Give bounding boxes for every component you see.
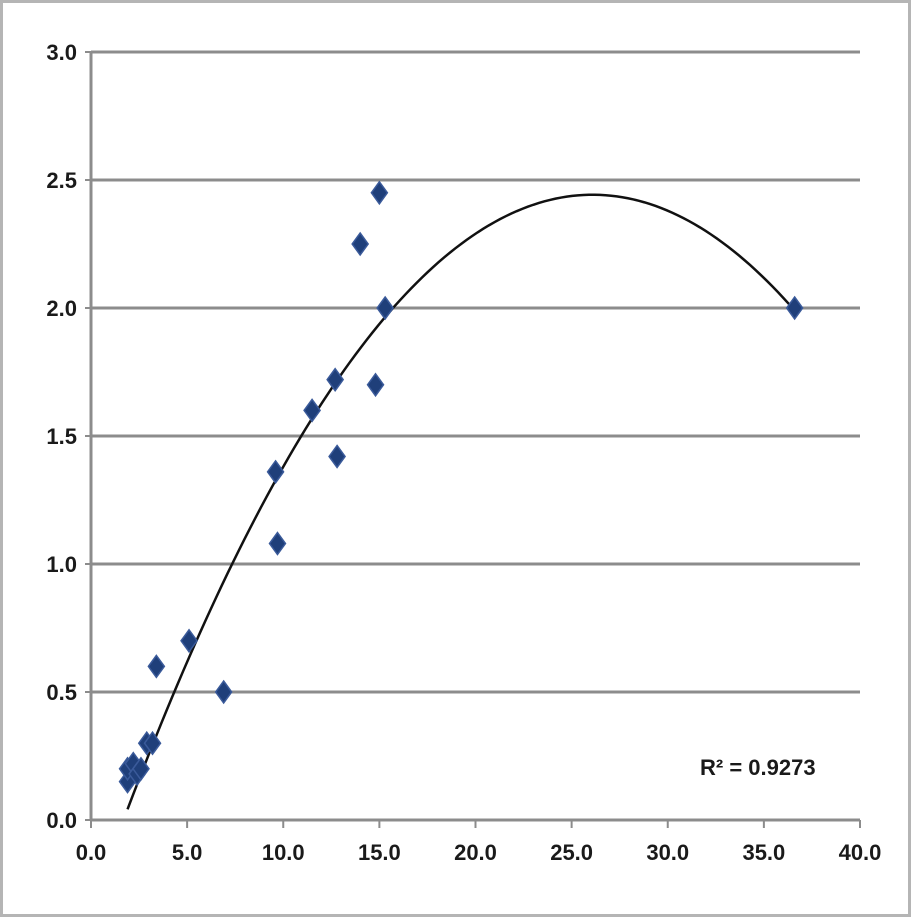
- gridlines: [91, 50, 860, 694]
- polynomial-trendline: [126, 193, 796, 810]
- data-point-9: [214, 679, 233, 705]
- x-tick-label: 0.0: [76, 840, 107, 865]
- y-tick-label: 1.5: [46, 424, 77, 449]
- data-point-13: [326, 367, 345, 392]
- x-tick-label: 10.0: [262, 840, 305, 865]
- data-points: [118, 180, 804, 794]
- y-tick-label: 1.0: [46, 552, 77, 577]
- y-tick-label: 2.0: [46, 296, 77, 321]
- r-squared-label: R² = 0.9273: [700, 755, 816, 780]
- x-tick-label: 20.0: [454, 840, 497, 865]
- data-point-6: [143, 730, 162, 756]
- data-point-15: [351, 231, 370, 257]
- data-point-8: [180, 628, 198, 654]
- data-point-18: [376, 295, 395, 321]
- axes: [85, 51, 861, 828]
- data-point-12: [303, 398, 322, 423]
- tick-labels: 0.0 0.5 1.0 1.5 2.0 2.5 3.0 0.0 5.0 10.0 15.0 20.0 2…: [46, 40, 881, 865]
- trendline-group: [126, 193, 796, 810]
- data-point-10: [266, 459, 285, 485]
- data-point-11: [268, 531, 287, 556]
- data-point-4: [132, 756, 150, 782]
- x-tick-label: 40.0: [839, 840, 882, 865]
- y-tick-label: 0.5: [46, 680, 77, 705]
- x-tick-label: 15.0: [358, 840, 401, 865]
- x-tick-label: 35.0: [742, 840, 785, 865]
- data-point-7: [147, 654, 166, 679]
- x-tick-label: 30.0: [646, 840, 689, 865]
- y-tick-label: 3.0: [46, 40, 77, 65]
- data-point-14: [328, 444, 347, 469]
- data-point-19: [785, 295, 804, 321]
- data-point-16: [366, 372, 385, 398]
- x-tick-label: 25.0: [550, 840, 593, 865]
- scatter-chart: 0.0 0.5 1.0 1.5 2.0 2.5 3.0 0.0 5.0 10.0 15.0 20.0 2…: [46, 40, 881, 865]
- y-tick-label: 2.5: [46, 168, 77, 193]
- x-tick-label: 5.0: [172, 840, 203, 865]
- y-tick-label: 0.0: [46, 808, 77, 833]
- data-point-17: [370, 180, 389, 206]
